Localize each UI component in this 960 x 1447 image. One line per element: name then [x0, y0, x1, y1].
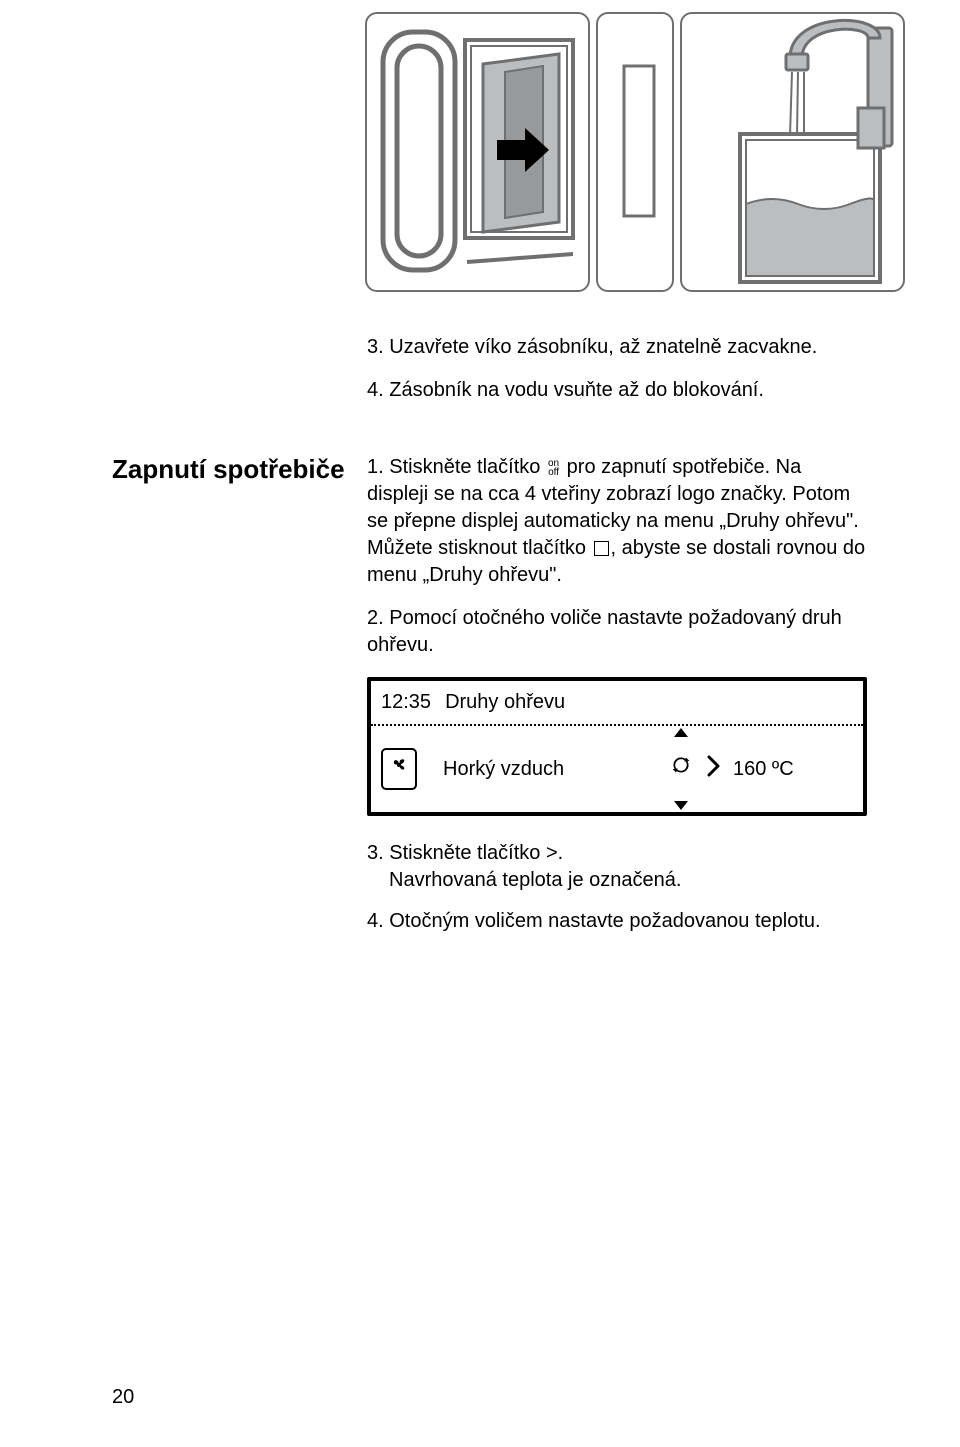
- display-title: Druhy ohřevu: [445, 689, 565, 716]
- section-zapnuti: Zapnutí spotřebiče 1. Stiskněte tlačítko…: [0, 454, 960, 945]
- zs-step-1a: 1. Stiskněte tlačítko: [367, 456, 546, 478]
- fan-icon: [381, 748, 417, 790]
- arrow-down-icon: [674, 801, 688, 810]
- onoff-off: off: [548, 467, 559, 478]
- figure-row: [365, 12, 960, 292]
- zs-step-3a: 3. Stiskněte tlačítko >.: [367, 842, 563, 864]
- display-time: 12:35: [381, 689, 431, 716]
- pre-steps: 3. Uzavřete víko zásobníku, až znatelně …: [367, 334, 867, 404]
- figure-spacer: [596, 12, 674, 292]
- zs-step-1: 1. Stiskněte tlačítko onoff pro zapnutí …: [367, 454, 867, 589]
- figure-faucet-fill: [680, 12, 905, 292]
- step-4: 4. Zásobník na vodu vsuňte až do bloková…: [367, 377, 867, 404]
- display-row: Horký vzduch: [371, 726, 863, 812]
- zs-step-3b: Navrhovaná teplota je označená.: [367, 867, 681, 894]
- zs-step-4: 4. Otočným voličem nastavte požadovanou …: [367, 908, 867, 935]
- zs-step-2: 2. Pomocí otočného voliče nastavte požad…: [367, 605, 867, 659]
- page-number: 20: [112, 1386, 134, 1409]
- rotate-icon: [671, 755, 691, 783]
- section-heading: Zapnutí spotřebiče: [0, 454, 367, 945]
- zs-step-3: 3. Stiskněte tlačítko >. Navrhovaná tepl…: [367, 840, 867, 894]
- display-header: 12:35 Druhy ohřevu: [371, 681, 863, 726]
- display-panel: 12:35 Druhy ohřevu Horký vzduch: [367, 677, 867, 816]
- step-3: 3. Uzavřete víko zásobníku, až znatelně …: [367, 334, 867, 361]
- figure-insert-tank: [365, 12, 590, 292]
- display-mode: Horký vzduch: [431, 756, 667, 783]
- display-temp: 160 ºC: [733, 756, 853, 783]
- arrows-column: [667, 728, 695, 810]
- arrow-up-icon: [674, 728, 688, 737]
- section-body: 1. Stiskněte tlačítko onoff pro zapnutí …: [367, 454, 867, 945]
- square-button-icon: [594, 541, 609, 556]
- chevron-icon: [695, 751, 733, 786]
- onoff-icon: onoff: [548, 459, 559, 477]
- fan-icon-cell: [381, 748, 431, 790]
